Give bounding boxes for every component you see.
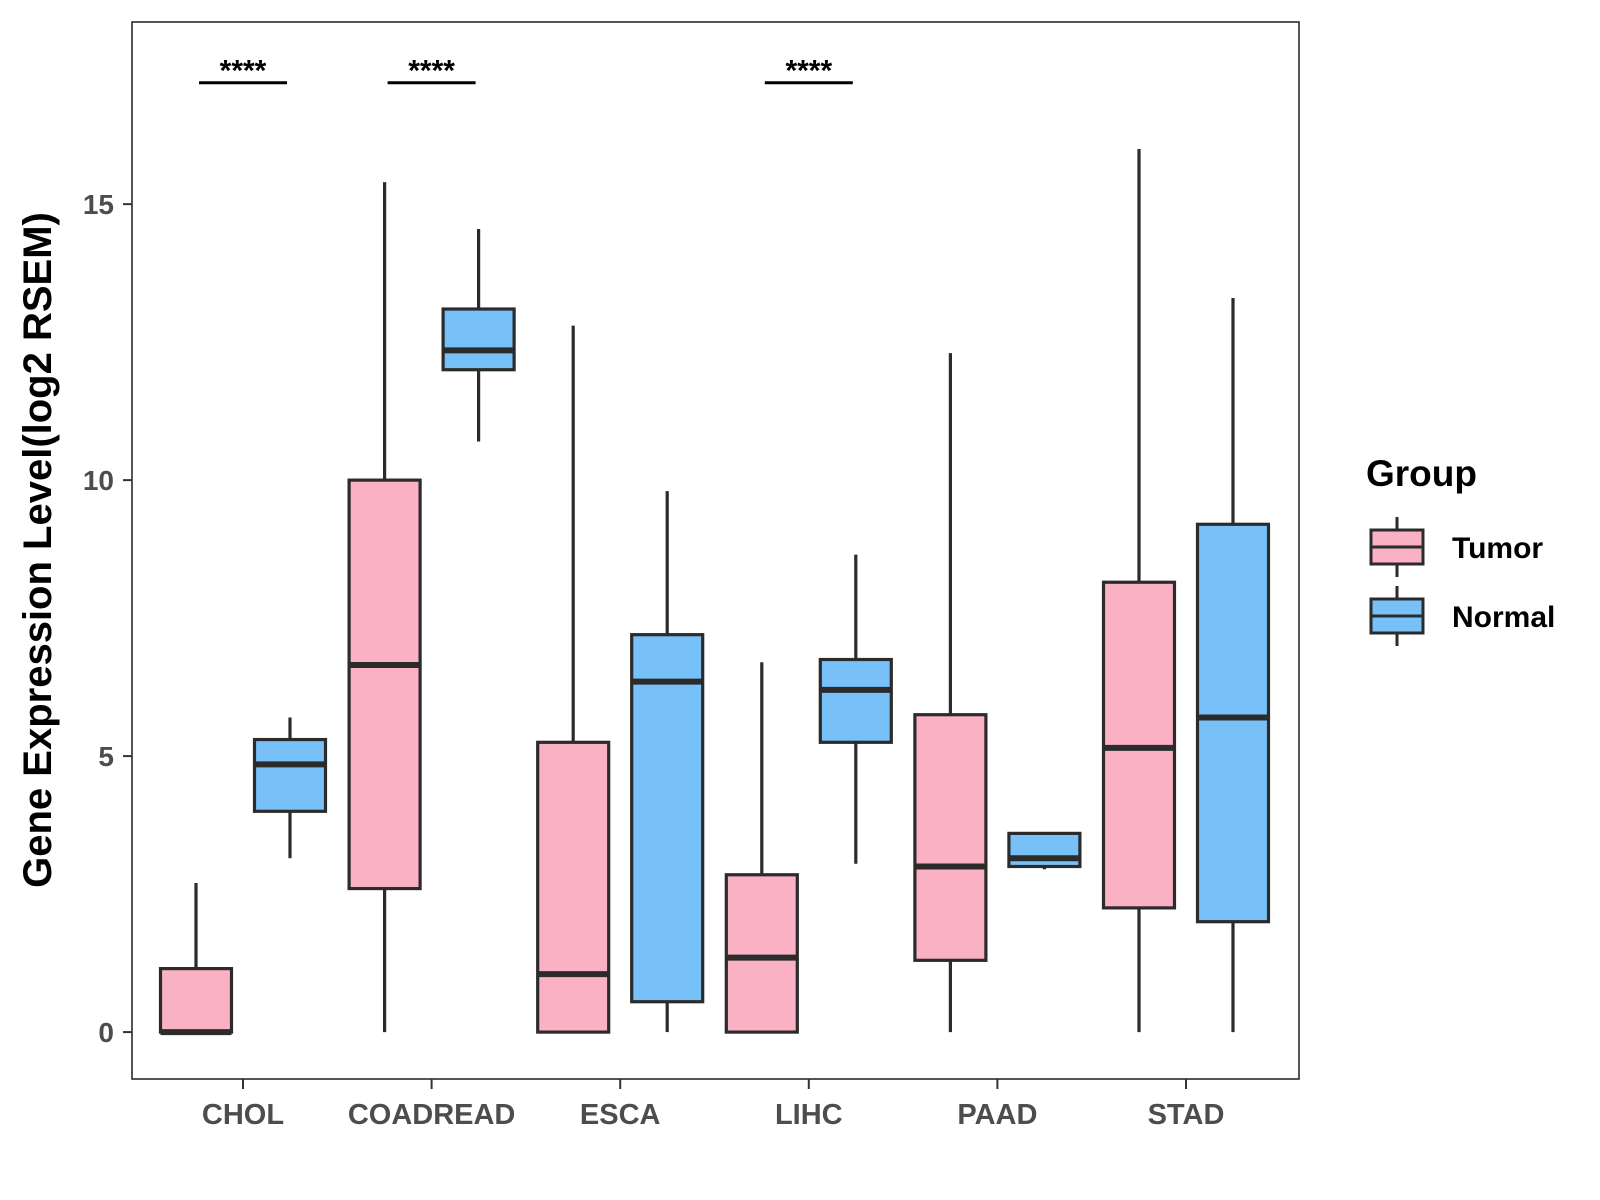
box-coadread-normal — [441, 307, 516, 372]
box-chol-normal — [252, 737, 328, 813]
box-chol-tumor — [158, 967, 234, 1034]
significance-label-coadread: **** — [408, 55, 455, 88]
legend: Group Tumor Normal — [1366, 453, 1555, 646]
y-tick-label-5: 5 — [98, 741, 114, 772]
legend-title: Group — [1366, 453, 1477, 494]
plot-panel-border — [131, 21, 1300, 1080]
y-tick-label-10: 10 — [83, 465, 114, 496]
x-tick-label-coadread: COADREAD — [348, 1099, 516, 1131]
x-tick-label-lihc: LIHC — [775, 1099, 843, 1131]
significance-label-lihc: **** — [785, 55, 832, 88]
box-esca-normal — [630, 633, 705, 1004]
box-stad-normal — [1195, 522, 1271, 924]
series-normal — [252, 228, 1271, 1033]
x-tick-label-stad: STAD — [1148, 1099, 1225, 1131]
x-tick-label-esca: ESCA — [580, 1099, 661, 1131]
legend-label-normal: Normal — [1452, 601, 1555, 634]
plot-layer: **** **** **** — [158, 55, 1271, 1036]
box-lihc-normal — [818, 657, 893, 744]
x-tick-label-paad: PAAD — [957, 1099, 1037, 1131]
y-tick-label-15: 15 — [83, 189, 114, 220]
box-paad-tumor — [913, 713, 988, 962]
legend-label-tumor: Tumor — [1452, 532, 1543, 565]
box-esca-tumor — [536, 740, 611, 1034]
y-axis-title: Gene Expression Level(log2 RSEM) — [16, 212, 60, 888]
axis-layer: 0 5 10 15 CHOL COADREAD ESCA LIHC PAAD STAD — [83, 189, 1225, 1131]
box-lihc-tumor — [724, 873, 799, 1034]
significance-label-chol: **** — [220, 55, 267, 88]
series-tumor — [158, 148, 1177, 1036]
box-coadread-tumor — [347, 478, 422, 891]
box-paad-normal — [1007, 831, 1082, 869]
y-tick-label-0: 0 — [98, 1017, 114, 1048]
x-tick-label-chol: CHOL — [202, 1099, 284, 1131]
